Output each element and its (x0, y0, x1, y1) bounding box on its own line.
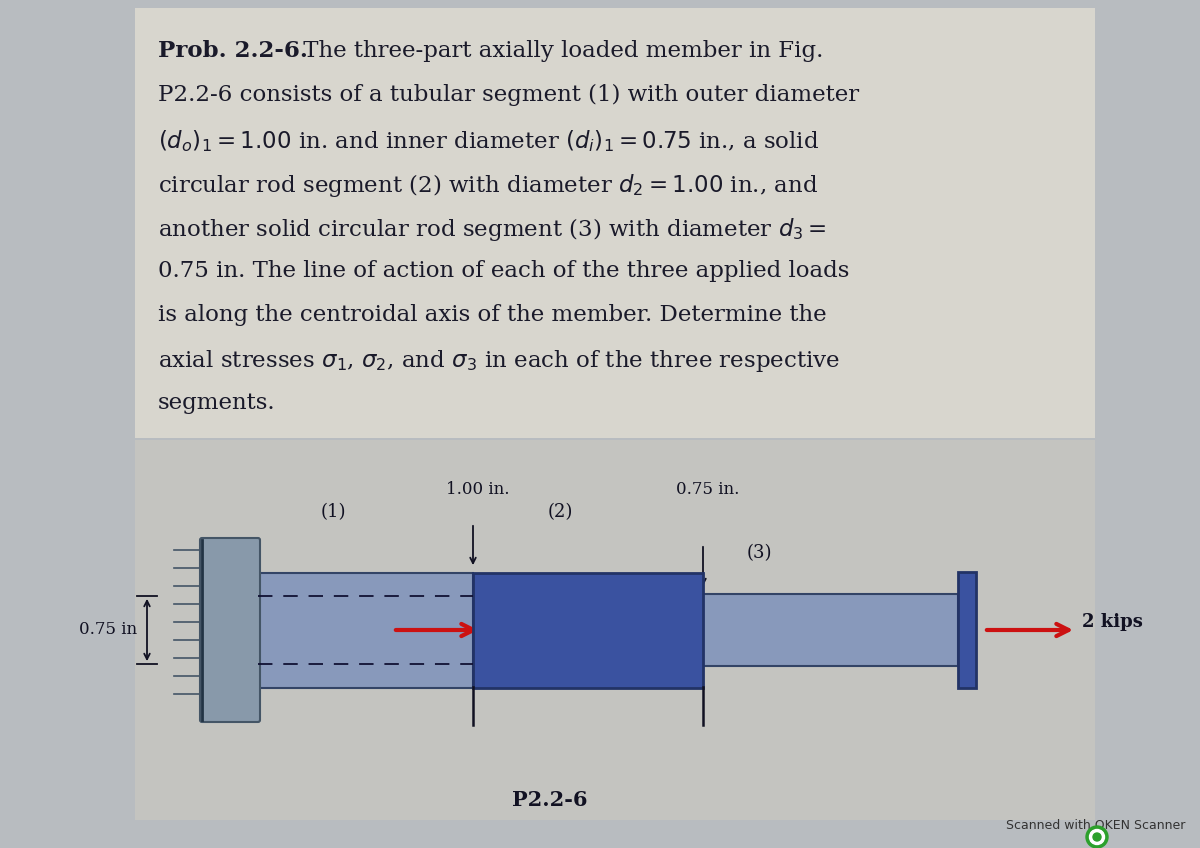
Bar (473, 573, 703, 688)
Text: 0.75 in: 0.75 in (79, 622, 137, 639)
Bar (703, 594, 958, 666)
Text: Scanned with OKEN Scanner: Scanned with OKEN Scanner (1006, 819, 1186, 832)
Bar (258, 573, 473, 688)
Bar (134, 8, 1096, 438)
Bar (958, 572, 976, 688)
Text: 0.75 in.: 0.75 in. (677, 481, 739, 498)
Circle shape (1086, 826, 1108, 848)
Text: Prob. 2.2-6.: Prob. 2.2-6. (158, 40, 308, 62)
Text: (2): (2) (547, 503, 574, 521)
Text: segments.: segments. (158, 392, 276, 414)
Text: axial stresses $\sigma_1$, $\sigma_2$, and $\sigma_3$ in each of the three respe: axial stresses $\sigma_1$, $\sigma_2$, a… (158, 348, 840, 374)
Text: circular rod segment (2) with diameter $d_2 = 1.00$ in., and: circular rod segment (2) with diameter $… (158, 172, 818, 199)
Circle shape (1090, 829, 1104, 845)
Text: 0.75 in. The line of action of each of the three applied loads: 0.75 in. The line of action of each of t… (158, 260, 850, 282)
Text: another solid circular rod segment (3) with diameter $d_3 =$: another solid circular rod segment (3) w… (158, 216, 827, 243)
Bar (134, 440, 1096, 820)
Text: P2.2-6: P2.2-6 (512, 790, 588, 810)
Text: 2 kips: 2 kips (1082, 613, 1142, 631)
Text: 1.00 in.: 1.00 in. (446, 481, 510, 498)
Text: (1): (1) (320, 503, 346, 521)
Text: is along the centroidal axis of the member. Determine the: is along the centroidal axis of the memb… (158, 304, 827, 326)
Text: (3): (3) (746, 544, 772, 562)
Text: 3 kips: 3 kips (630, 592, 691, 610)
Circle shape (1093, 833, 1102, 841)
FancyBboxPatch shape (200, 538, 260, 722)
Text: $(d_o)_1 = 1.00$ in. and inner diameter $(d_i)_1 = 0.75$ in., a solid: $(d_o)_1 = 1.00$ in. and inner diameter … (158, 128, 820, 153)
Text: P2.2-6 consists of a tubular segment (1) with outer diameter: P2.2-6 consists of a tubular segment (1)… (158, 84, 859, 106)
Text: 2 kips: 2 kips (482, 658, 544, 676)
Text: The three-part axially loaded member in Fig.: The three-part axially loaded member in … (296, 40, 823, 62)
